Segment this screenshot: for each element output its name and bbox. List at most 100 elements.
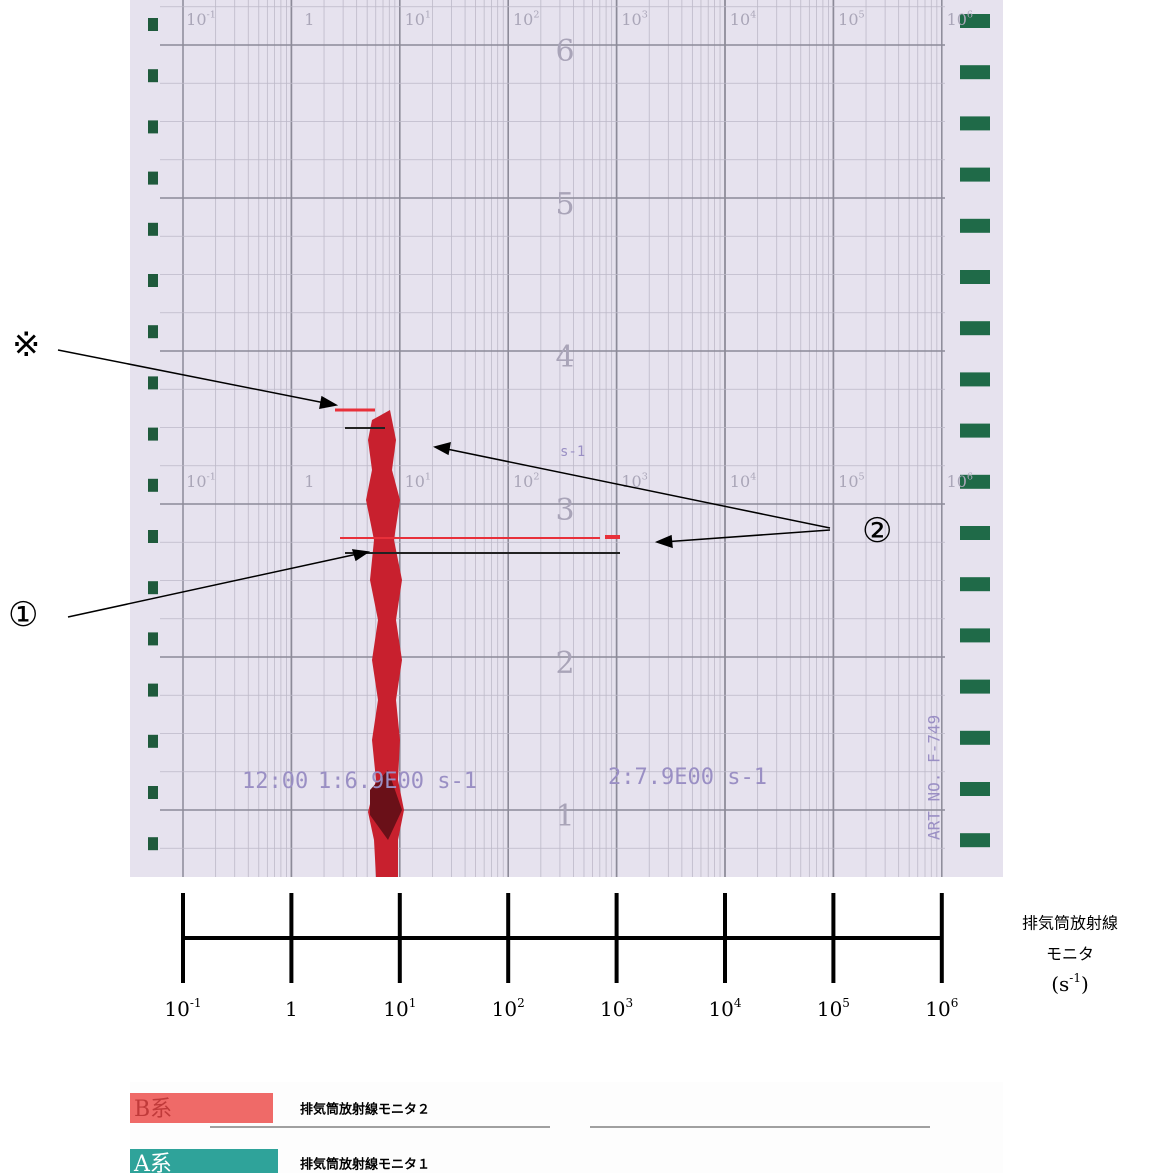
paper-scale-label: 106 bbox=[947, 471, 973, 491]
sprocket-hole bbox=[960, 65, 990, 80]
axis-tick-label: 103 bbox=[600, 996, 633, 1021]
sprocket-hole bbox=[148, 683, 158, 697]
sprocket-hole bbox=[960, 372, 990, 387]
sprocket-hole bbox=[960, 321, 990, 336]
sprocket-hole bbox=[148, 325, 158, 339]
tick-base: 10 bbox=[492, 997, 517, 1021]
sprocket-hole bbox=[960, 218, 990, 233]
paper-grid: 65432110-110-111101101102102103103104104… bbox=[148, 0, 990, 877]
sprocket-hole bbox=[960, 14, 990, 28]
legend-swatch bbox=[130, 1149, 278, 1173]
sprocket-hole bbox=[148, 632, 158, 646]
tick-base: 10 bbox=[838, 10, 858, 29]
sprocket-hole bbox=[148, 581, 158, 595]
paper-scale-label: 104 bbox=[730, 471, 756, 491]
paper-scale-label: 1 bbox=[304, 10, 314, 29]
tick-exp: 4 bbox=[734, 996, 742, 1010]
sprocket-hole bbox=[960, 782, 990, 796]
sprocket-hole bbox=[960, 833, 990, 848]
sprocket-hole bbox=[148, 786, 158, 799]
tick-base: 10 bbox=[186, 10, 206, 29]
sprocket-hole bbox=[148, 427, 158, 441]
hour-mark: 3 bbox=[555, 493, 574, 528]
sprocket-hole bbox=[960, 679, 990, 694]
hour-mark: 1 bbox=[555, 799, 574, 834]
legend-system: B系 bbox=[134, 1097, 172, 1122]
sprocket-hole bbox=[960, 116, 990, 131]
tick-exp: 5 bbox=[859, 471, 865, 482]
hour-mark: 2 bbox=[555, 646, 574, 681]
axis-tick-label: 104 bbox=[708, 996, 741, 1021]
unit-part: ) bbox=[1081, 972, 1089, 996]
paper-scale-label: 104 bbox=[730, 9, 756, 29]
annotation-note: ※ bbox=[12, 325, 41, 365]
sprocket-hole bbox=[148, 837, 158, 851]
sprocket-hole bbox=[148, 734, 158, 748]
tick-base: 10 bbox=[513, 472, 533, 491]
tick-base: 1 bbox=[285, 997, 298, 1021]
tick-exp: 6 bbox=[967, 471, 973, 482]
tick-base: 10 bbox=[730, 10, 750, 29]
tick-base: 10 bbox=[947, 10, 967, 29]
axis-tick-label: 1 bbox=[285, 997, 298, 1021]
axis-label: 排気筒放射線 bbox=[1022, 914, 1118, 933]
tick-exp: 1 bbox=[425, 9, 431, 20]
paper-scale-label: 101 bbox=[405, 471, 431, 491]
sprocket-hole bbox=[960, 730, 990, 745]
sprocket-hole bbox=[960, 270, 990, 284]
sprocket-hole bbox=[148, 478, 158, 492]
tick-base: 10 bbox=[925, 997, 950, 1021]
tick-base: 10 bbox=[405, 10, 425, 29]
tick-exp: 4 bbox=[750, 9, 756, 20]
annotation-marker: ① bbox=[8, 595, 38, 635]
tick-base: 10 bbox=[817, 997, 842, 1021]
axis-tick-label: 101 bbox=[383, 996, 416, 1021]
tick-exp: 3 bbox=[642, 471, 648, 482]
tick-exp: 6 bbox=[967, 9, 973, 20]
tick-exp: 2 bbox=[517, 996, 525, 1010]
tick-exp: 5 bbox=[842, 996, 850, 1010]
tick-exp: 1 bbox=[409, 996, 417, 1010]
unit-exp: -1 bbox=[1069, 971, 1081, 985]
unit-part: (s bbox=[1051, 972, 1069, 996]
scale-axis: 10-1 1 101 102 103 104 105 106 bbox=[164, 893, 958, 1021]
axis-tick-label: 102 bbox=[492, 996, 525, 1021]
paper-scale-label: 106 bbox=[947, 9, 973, 29]
legend-name: 排気筒放射線モニタ２ bbox=[300, 1102, 430, 1118]
sprocket-hole bbox=[960, 474, 990, 489]
paper-scale-label: 105 bbox=[838, 9, 864, 29]
tick-exp: 2 bbox=[533, 9, 539, 20]
tick-exp: 5 bbox=[859, 9, 865, 20]
arrowhead bbox=[654, 534, 673, 549]
print-value: 2:7.9E00 s-1 bbox=[608, 765, 767, 790]
tick-base: 10 bbox=[838, 472, 858, 491]
axis-tick-label: 106 bbox=[925, 996, 958, 1021]
annotation-arrows bbox=[57, 349, 831, 618]
tick-base: 10 bbox=[405, 472, 425, 491]
sprocket-hole bbox=[148, 274, 158, 287]
recorder-paper bbox=[130, 0, 1003, 877]
paper-scale-label: 103 bbox=[621, 9, 647, 29]
tick-exp: 6 bbox=[951, 996, 959, 1010]
paper-scale-label: 10-1 bbox=[186, 9, 216, 29]
tick-base: 1 bbox=[304, 10, 314, 29]
tick-base: 10 bbox=[730, 472, 750, 491]
chart-number: ART NO. F-749 bbox=[925, 715, 944, 840]
legend-system: A系 bbox=[133, 1152, 172, 1173]
paper-scale-label: 102 bbox=[513, 471, 539, 491]
arrowhead bbox=[432, 441, 451, 456]
hour-mark: 4 bbox=[555, 340, 574, 375]
axis-label: モニタ bbox=[1046, 945, 1094, 964]
tick-exp: 4 bbox=[750, 471, 756, 482]
tick-exp: 2 bbox=[533, 471, 539, 482]
sprocket-hole bbox=[960, 423, 990, 438]
hour-mark: 6 bbox=[555, 34, 574, 69]
print-value: 1:6.9E00 s-1 bbox=[318, 769, 477, 794]
sprocket-hole bbox=[148, 222, 158, 236]
arrow bbox=[441, 447, 831, 529]
tick-base: 10 bbox=[164, 997, 189, 1021]
legend-name: 排気筒放射線モニタ１ bbox=[300, 1157, 430, 1173]
tick-base: 10 bbox=[513, 10, 533, 29]
sprocket-hole bbox=[960, 628, 990, 643]
